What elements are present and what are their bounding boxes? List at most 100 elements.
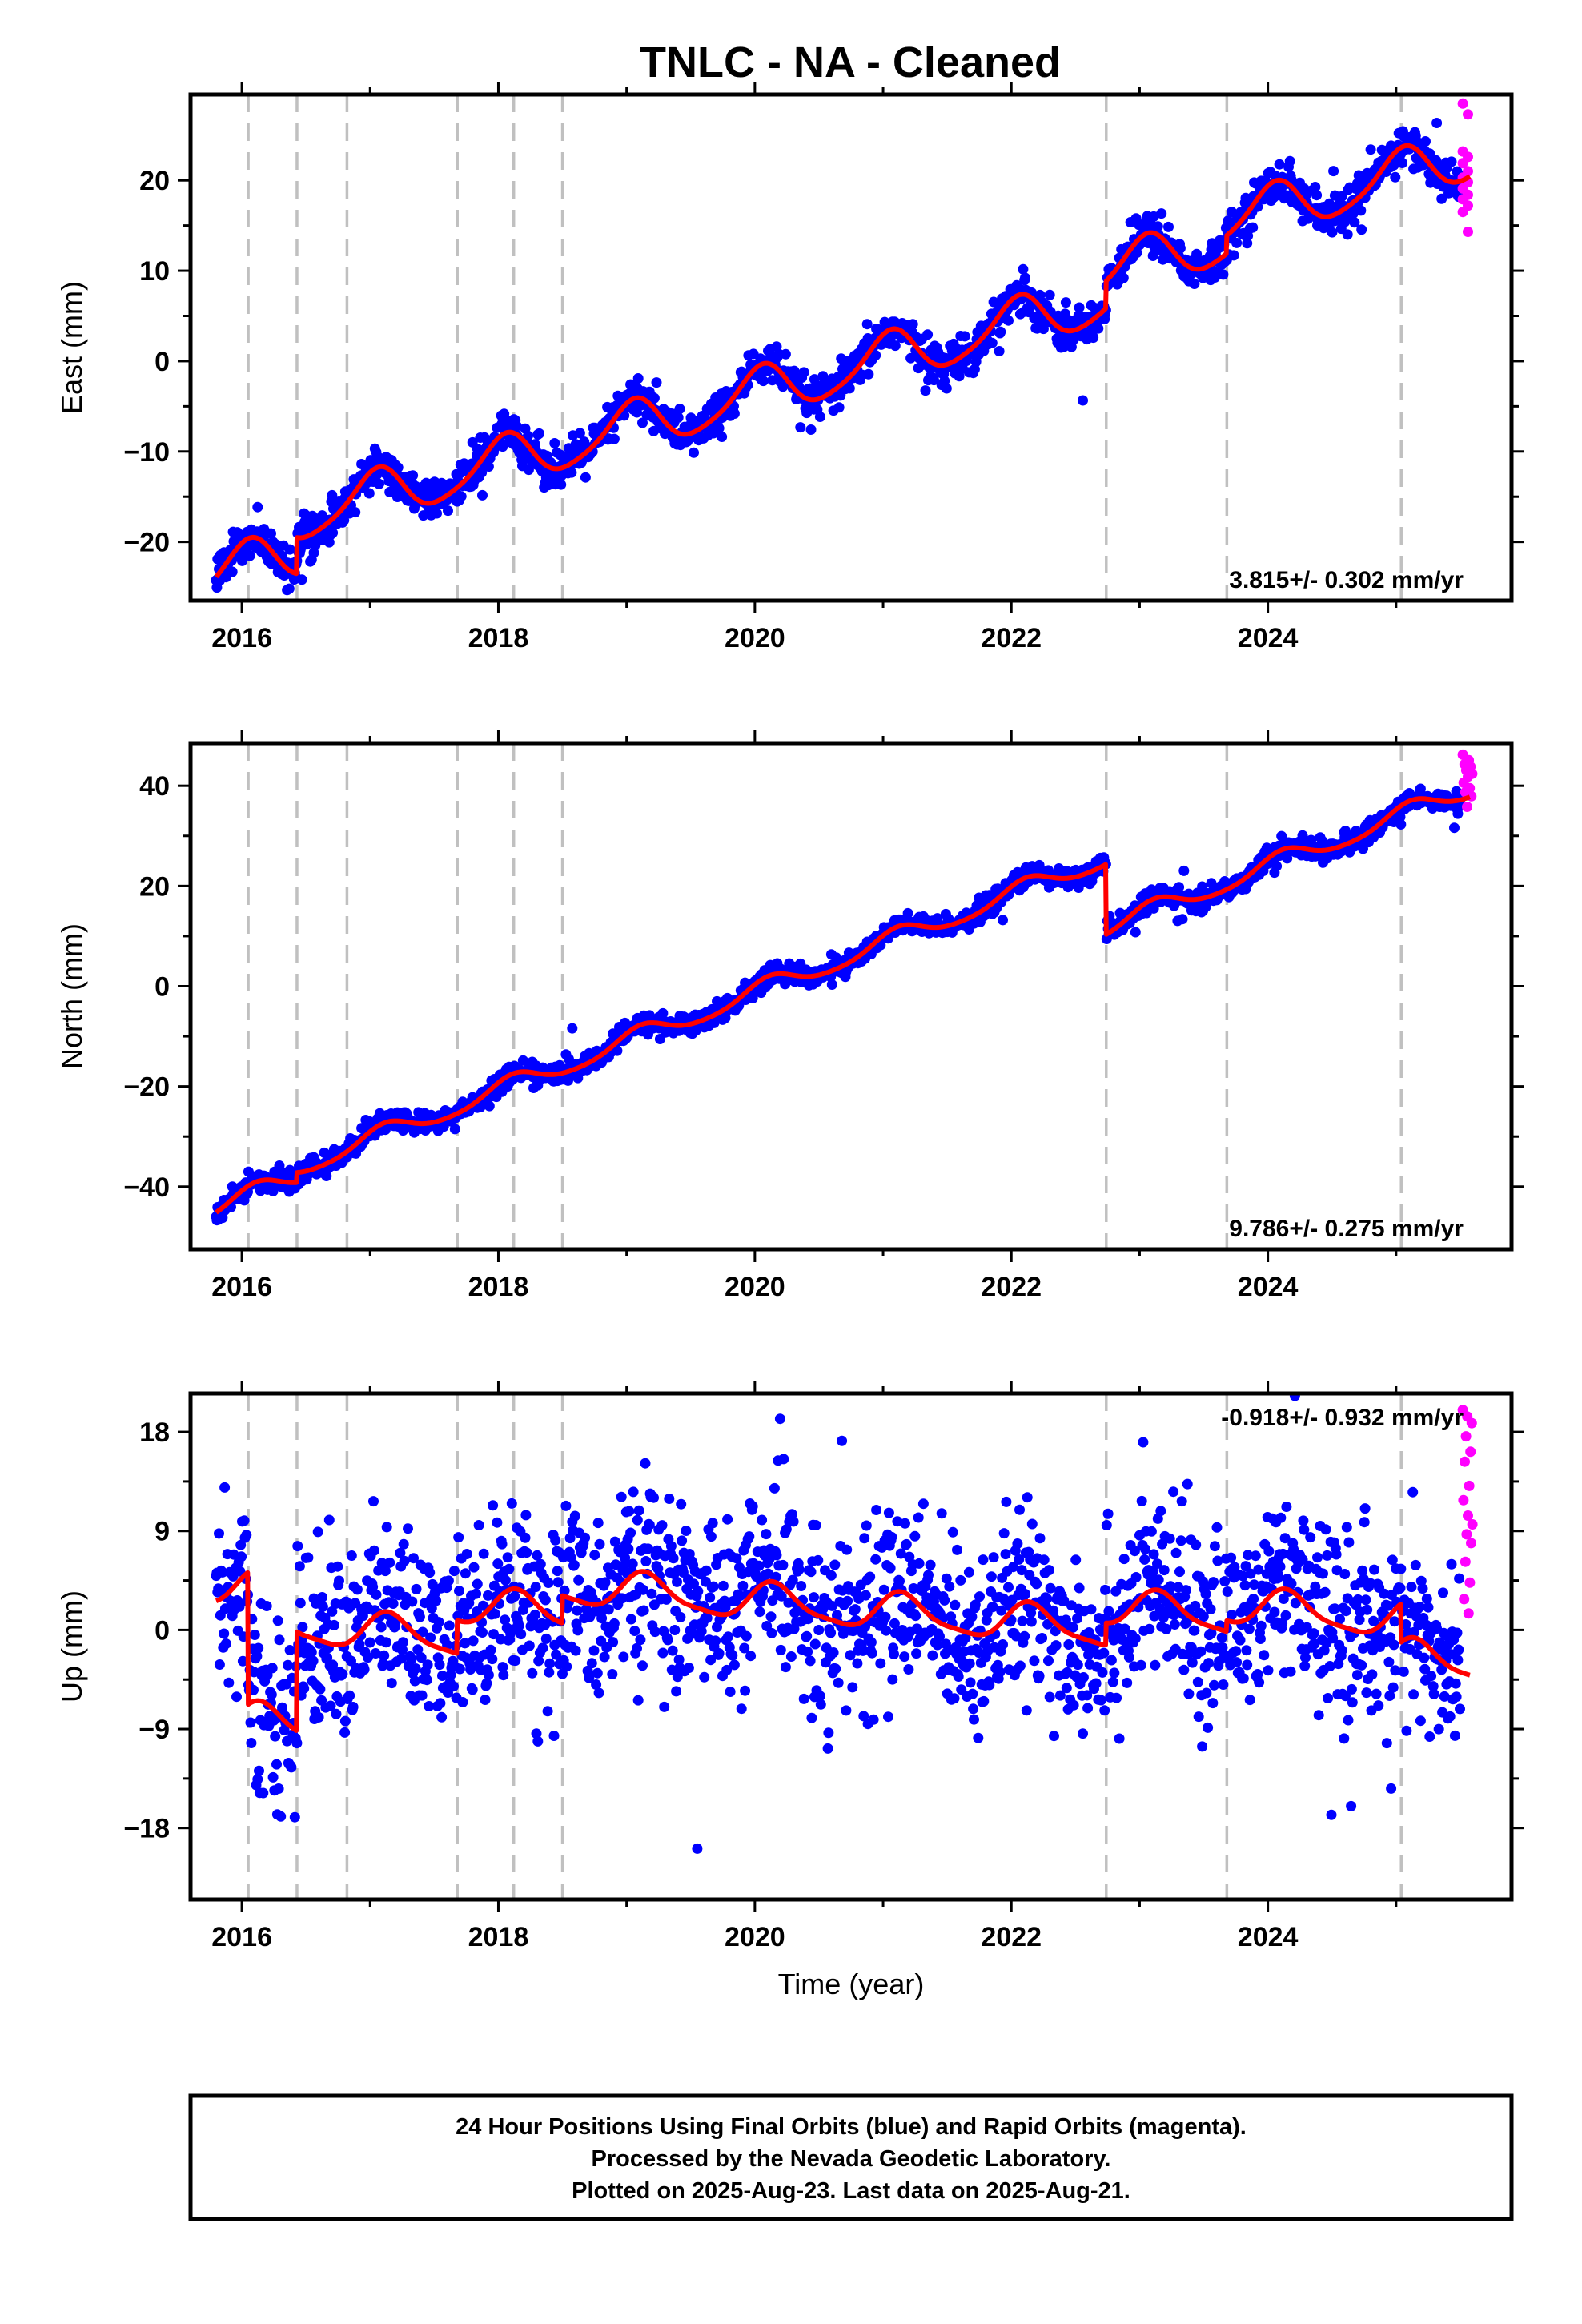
- up-point-120: [295, 1598, 306, 1609]
- up-point-913: [852, 1658, 863, 1669]
- up-point-931: [865, 1571, 876, 1582]
- up-point-394: [488, 1500, 499, 1511]
- up-point-764: [747, 1501, 758, 1512]
- up-point-1221: [1068, 1699, 1079, 1711]
- east-point-1341: [1152, 221, 1163, 232]
- up-point-211: [359, 1664, 370, 1675]
- up-point-1122: [998, 1528, 1010, 1539]
- up-point-1087: [974, 1591, 985, 1602]
- east-point-1630: [1355, 205, 1367, 216]
- up-point-1224: [1070, 1554, 1082, 1566]
- up-point-1014: [923, 1570, 934, 1581]
- east-point-581: [619, 410, 630, 421]
- north-xtick-label-2: 2020: [725, 1272, 785, 1302]
- up-point-148: [315, 1683, 326, 1695]
- up-point-729: [723, 1631, 733, 1642]
- north-xtick-label-3: 2022: [981, 1272, 1042, 1302]
- up-point-650: [667, 1645, 678, 1656]
- north-point-1510: [1271, 861, 1283, 872]
- up-point-960: [885, 1562, 896, 1574]
- up-point-939: [870, 1554, 881, 1565]
- east-rapid-point-12: [1457, 207, 1468, 218]
- east-point-660: [674, 404, 685, 414]
- up-point-934: [866, 1647, 877, 1659]
- east-xtick-label-2: 2020: [725, 623, 785, 653]
- up-point-906: [847, 1682, 858, 1693]
- east-point-1434: [1218, 269, 1229, 280]
- up-point-284: [410, 1663, 421, 1674]
- up-point-837: [798, 1693, 809, 1704]
- up-point-876: [825, 1570, 837, 1581]
- up-point-1120: [998, 1639, 1008, 1650]
- up-point-535: [586, 1658, 597, 1669]
- up-point-609: [638, 1605, 649, 1616]
- up-point-886: [833, 1677, 844, 1688]
- east-xtick-label-4: 2024: [1238, 623, 1299, 653]
- up-point-171: [331, 1708, 342, 1719]
- up-point-648: [665, 1541, 677, 1551]
- up-point-301: [422, 1659, 433, 1671]
- east-point-104: [283, 583, 295, 594]
- up-point-716: [713, 1648, 725, 1659]
- up-point-846: [805, 1655, 816, 1667]
- up-point-577: [616, 1491, 627, 1502]
- east-point-379: [477, 489, 488, 501]
- up-point-732: [725, 1687, 736, 1697]
- up-point-1051: [949, 1693, 960, 1704]
- up-point-553: [599, 1651, 610, 1663]
- up-point-250: [386, 1678, 397, 1689]
- up-point-247: [384, 1557, 396, 1568]
- up-point-268: [399, 1555, 410, 1566]
- up-point-1187: [1044, 1691, 1055, 1703]
- up-point-899: [842, 1595, 853, 1606]
- east-point-1010: [920, 385, 931, 396]
- north-ytick-label-0: −40: [123, 1172, 170, 1203]
- up-point-1052: [950, 1599, 961, 1610]
- up-point-388: [483, 1670, 494, 1680]
- east-point-444: [523, 430, 533, 441]
- up-point-243: [381, 1522, 392, 1533]
- up-point-440: [520, 1532, 531, 1543]
- up-point-958: [883, 1507, 894, 1518]
- up-point-1260: [1095, 1695, 1106, 1706]
- east-ytick-label-3: 10: [139, 256, 170, 287]
- up-point-1101: [984, 1679, 995, 1691]
- up-point-195: [347, 1702, 359, 1712]
- up-point-707: [707, 1518, 718, 1529]
- up-point-183: [339, 1727, 351, 1738]
- up-point-1085: [973, 1732, 984, 1743]
- east-point-37: [237, 555, 247, 566]
- up-point-1165: [1029, 1655, 1040, 1667]
- up-point-861: [815, 1699, 826, 1710]
- north-point-877: [826, 979, 837, 990]
- up-point-1265: [1099, 1705, 1110, 1716]
- up-point-1179: [1038, 1554, 1050, 1566]
- up-point-469: [540, 1594, 551, 1606]
- up-point-1124: [1000, 1549, 1011, 1560]
- east-point-1453: [1231, 237, 1243, 248]
- east-point-1728: [1424, 148, 1435, 159]
- up-point-201: [351, 1584, 363, 1595]
- up-point-910: [849, 1604, 861, 1615]
- east-point-59: [252, 501, 263, 513]
- up-point-741: [731, 1553, 742, 1564]
- east-point-1679: [1390, 171, 1401, 183]
- east-point-658: [673, 412, 684, 423]
- east-point-939: [870, 350, 881, 361]
- north-xtick-label-4: 2024: [1238, 1272, 1299, 1302]
- up-point-635: [656, 1520, 668, 1531]
- up-point-36: [236, 1551, 247, 1562]
- up-point-879: [828, 1647, 839, 1658]
- up-point-695: [699, 1671, 710, 1683]
- up-point-1128: [1003, 1582, 1014, 1593]
- up-point-235: [375, 1622, 387, 1633]
- up-point-400: [492, 1517, 503, 1528]
- up-point-593: [627, 1558, 638, 1570]
- east-point-1514: [1274, 159, 1285, 170]
- up-point-1162: [1026, 1518, 1038, 1530]
- up-point-1155: [1022, 1492, 1033, 1503]
- up-point-1154: [1021, 1705, 1032, 1716]
- up-point-1152: [1020, 1589, 1030, 1599]
- up-point-738: [729, 1659, 740, 1671]
- east-point-860: [814, 412, 825, 422]
